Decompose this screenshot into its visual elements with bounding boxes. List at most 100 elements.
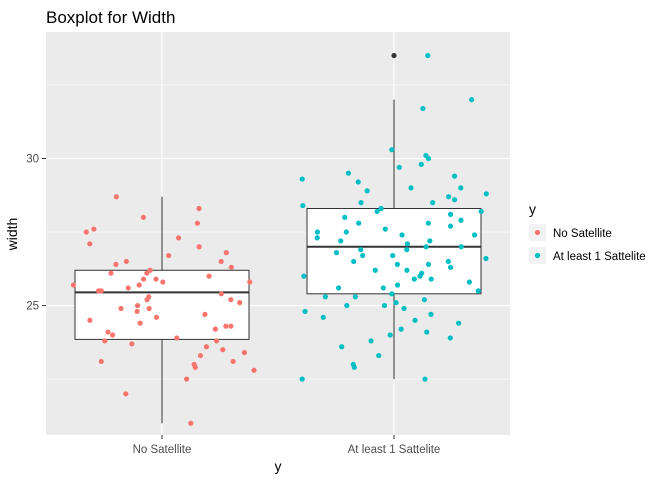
data-point	[197, 352, 204, 359]
data-point	[220, 347, 226, 353]
data-point	[140, 276, 147, 282]
data-point	[333, 250, 340, 256]
x-tick-label: No Satellite	[133, 444, 192, 456]
data-point	[374, 208, 380, 215]
data-point	[423, 152, 429, 159]
data-point	[129, 341, 135, 347]
data-point	[455, 320, 462, 326]
legend-title: y	[529, 201, 536, 217]
data-point	[420, 105, 426, 112]
data-point	[425, 52, 431, 59]
data-point	[183, 376, 190, 382]
data-point	[314, 229, 321, 235]
data-point	[381, 302, 388, 309]
data-point	[408, 185, 414, 191]
data-point	[247, 279, 253, 285]
data-point	[401, 305, 407, 312]
box-iqr	[306, 207, 482, 295]
data-point	[95, 288, 102, 294]
legend-label: At least 1 Sattelite	[553, 251, 646, 263]
data-point	[475, 288, 481, 294]
data-point	[70, 282, 77, 288]
data-point	[360, 252, 366, 259]
data-point	[430, 200, 436, 206]
data-point	[425, 220, 431, 226]
data-point	[469, 97, 475, 103]
x-tick-label: At least 1 Sattelite	[348, 444, 441, 456]
outlier-point	[391, 52, 397, 59]
data-point	[418, 161, 424, 167]
points-layer	[70, 52, 489, 426]
data-point	[421, 297, 427, 303]
data-point	[237, 300, 243, 306]
data-point	[301, 273, 307, 279]
data-point	[83, 229, 89, 235]
data-point	[428, 311, 434, 317]
data-point	[389, 291, 395, 297]
data-point	[113, 261, 119, 267]
data-point	[320, 314, 326, 320]
data-point	[136, 282, 142, 288]
data-point	[146, 294, 152, 300]
data-point	[302, 308, 308, 315]
data-point	[458, 185, 464, 191]
data-point	[345, 170, 351, 176]
data-point	[109, 332, 116, 338]
data-point	[299, 176, 305, 182]
data-point	[191, 361, 197, 368]
data-point	[102, 338, 108, 344]
data-point	[404, 267, 410, 273]
data-point	[478, 208, 484, 215]
data-point	[398, 326, 404, 332]
data-point	[412, 317, 418, 323]
data-point	[223, 323, 229, 329]
data-point	[299, 376, 305, 382]
data-point	[393, 300, 399, 306]
legend: y No Satellite At least 1 Sattelite	[529, 201, 646, 264]
y-axis-title: width	[4, 218, 20, 252]
data-point	[91, 226, 97, 232]
data-point	[428, 276, 434, 282]
data-point	[230, 358, 236, 365]
data-point	[422, 376, 428, 382]
data-point	[376, 352, 382, 359]
data-point	[134, 302, 141, 309]
data-point	[483, 191, 489, 197]
data-point	[196, 244, 202, 250]
data-point	[194, 220, 201, 226]
data-point	[105, 329, 111, 335]
data-point	[404, 247, 410, 253]
data-point	[251, 367, 257, 373]
data-point	[399, 232, 405, 238]
data-point	[358, 200, 364, 206]
data-point	[355, 179, 361, 185]
data-point	[87, 317, 93, 323]
data-point	[447, 211, 454, 217]
data-point	[358, 247, 364, 253]
data-point	[146, 305, 152, 312]
data-point	[394, 282, 401, 288]
data-point	[228, 264, 234, 270]
data-point	[352, 294, 358, 300]
data-point	[396, 164, 402, 170]
data-point	[411, 276, 417, 282]
data-point	[137, 320, 143, 326]
data-point	[213, 338, 220, 344]
box-1	[306, 52, 482, 380]
data-point	[427, 238, 433, 244]
data-point	[364, 188, 370, 194]
data-point	[389, 147, 395, 153]
data-point	[342, 214, 348, 220]
data-point	[300, 202, 306, 209]
legend-marker	[534, 252, 541, 259]
data-point	[125, 285, 131, 291]
data-point	[382, 226, 388, 232]
data-point	[447, 223, 454, 229]
data-point	[387, 332, 393, 338]
data-point	[380, 285, 386, 291]
data-point	[202, 311, 208, 317]
data-point	[350, 361, 356, 368]
data-point	[423, 244, 429, 250]
data-point	[425, 261, 432, 267]
